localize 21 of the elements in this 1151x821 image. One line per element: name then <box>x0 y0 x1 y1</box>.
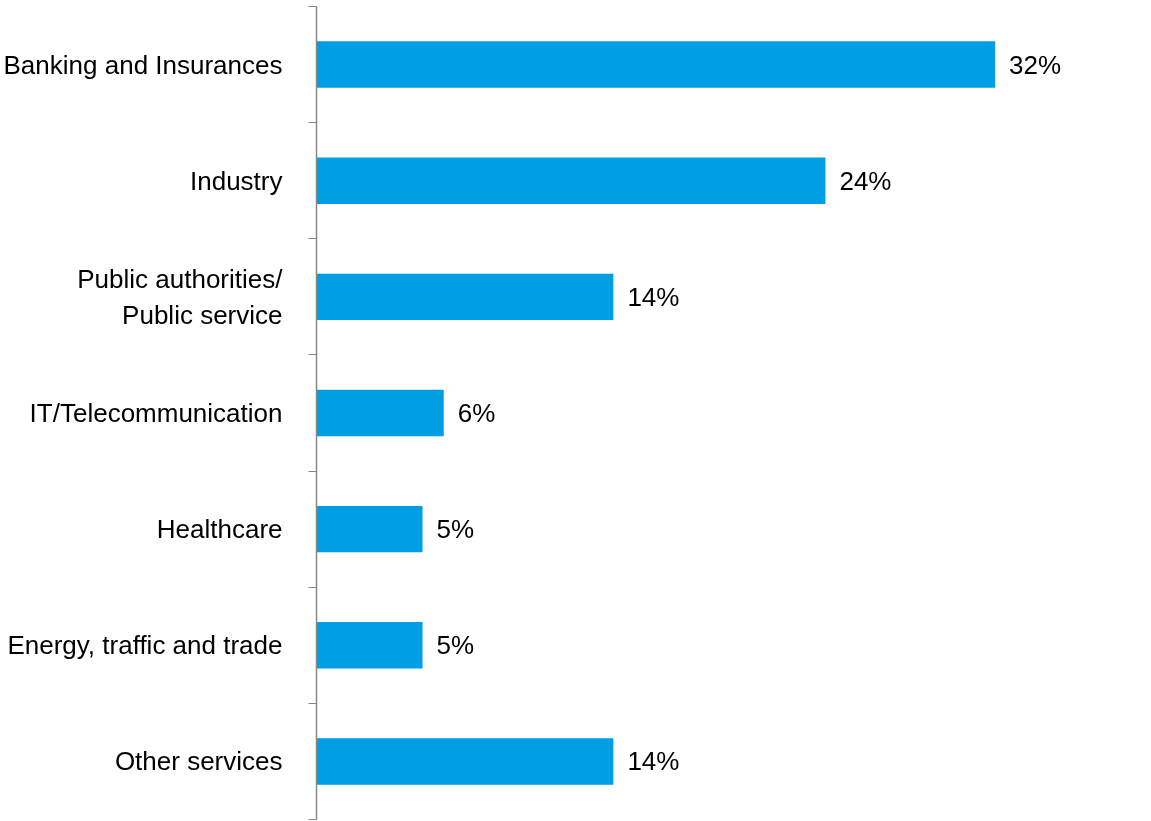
y-tick-label: Healthcare <box>156 514 283 545</box>
bar <box>316 41 996 88</box>
y-tick-label: Industry <box>190 165 283 196</box>
data-label: 14% <box>627 746 680 777</box>
data-label: 24% <box>839 165 892 196</box>
data-label: 5% <box>436 630 475 661</box>
data-label: 14% <box>627 281 680 312</box>
y-tick-label: Other services <box>114 746 283 777</box>
bar <box>316 622 423 669</box>
y-tick-label: Banking and Insurances <box>3 49 283 80</box>
data-label: 5% <box>436 514 475 545</box>
bar <box>316 738 614 785</box>
data-label: 6% <box>457 398 496 428</box>
bar <box>316 505 423 553</box>
y-tick-label: Public authorities/ Public service <box>77 263 284 330</box>
data-label: 32% <box>1009 49 1062 80</box>
bar <box>316 389 444 437</box>
bar <box>316 273 614 321</box>
y-tick-label: Energy, traffic and trade <box>7 630 283 661</box>
y-tick-label: IT/Telecommunication <box>29 398 283 428</box>
bar <box>316 157 826 204</box>
